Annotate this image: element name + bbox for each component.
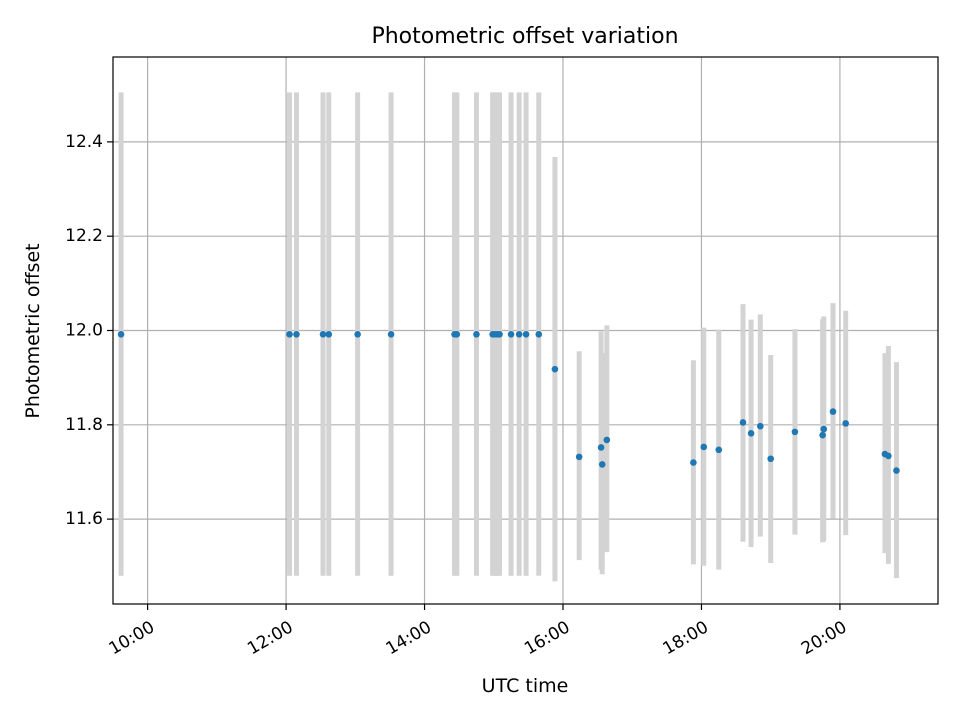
x-tick-label: 14:00 xyxy=(383,617,435,659)
data-point xyxy=(551,365,559,373)
x-tick-label: 18:00 xyxy=(660,617,712,659)
x-tick-label: 10:00 xyxy=(106,617,158,659)
data-point xyxy=(507,330,515,338)
data-point xyxy=(453,330,461,338)
data-point xyxy=(387,330,395,338)
data-point xyxy=(535,330,543,338)
data-point xyxy=(715,446,723,454)
data-point xyxy=(767,455,774,463)
data-point xyxy=(885,452,892,460)
data-point xyxy=(893,467,900,474)
y-tick-label: 11.8 xyxy=(65,415,103,435)
data-point xyxy=(286,330,293,338)
data-point xyxy=(757,422,764,430)
data-point xyxy=(690,459,697,466)
error-bar-layer xyxy=(118,92,899,582)
chart-title: Photometric offset variation xyxy=(371,24,678,49)
x-tick-label: 12:00 xyxy=(244,617,296,659)
data-point xyxy=(598,461,606,468)
data-point xyxy=(597,444,605,451)
x-tick-label: 20:00 xyxy=(798,617,850,659)
data-point xyxy=(496,330,503,338)
x-tick-label: 16:00 xyxy=(521,617,573,659)
data-point xyxy=(293,330,300,338)
data-point xyxy=(791,428,799,436)
y-axis-label: Photometric offset xyxy=(22,243,44,418)
data-point xyxy=(325,330,333,338)
data-point xyxy=(473,330,480,338)
y-tick-label: 12.0 xyxy=(65,321,103,341)
data-point xyxy=(354,330,361,338)
data-point xyxy=(603,436,611,444)
data-point xyxy=(575,453,583,461)
data-point xyxy=(819,431,826,439)
x-axis-label: UTC time xyxy=(482,675,569,697)
y-tick-label: 12.4 xyxy=(65,132,103,152)
data-point xyxy=(319,330,327,338)
data-point xyxy=(747,429,755,437)
data-point xyxy=(700,443,708,451)
data-point xyxy=(117,330,125,338)
y-tick-label: 12.2 xyxy=(65,226,103,246)
data-point xyxy=(739,419,747,426)
data-point-layer xyxy=(117,330,900,474)
y-tick-label: 11.6 xyxy=(65,509,103,529)
data-point xyxy=(842,420,849,427)
data-point xyxy=(522,330,530,338)
data-point xyxy=(515,330,523,338)
data-point xyxy=(829,408,837,415)
data-point xyxy=(820,425,828,433)
